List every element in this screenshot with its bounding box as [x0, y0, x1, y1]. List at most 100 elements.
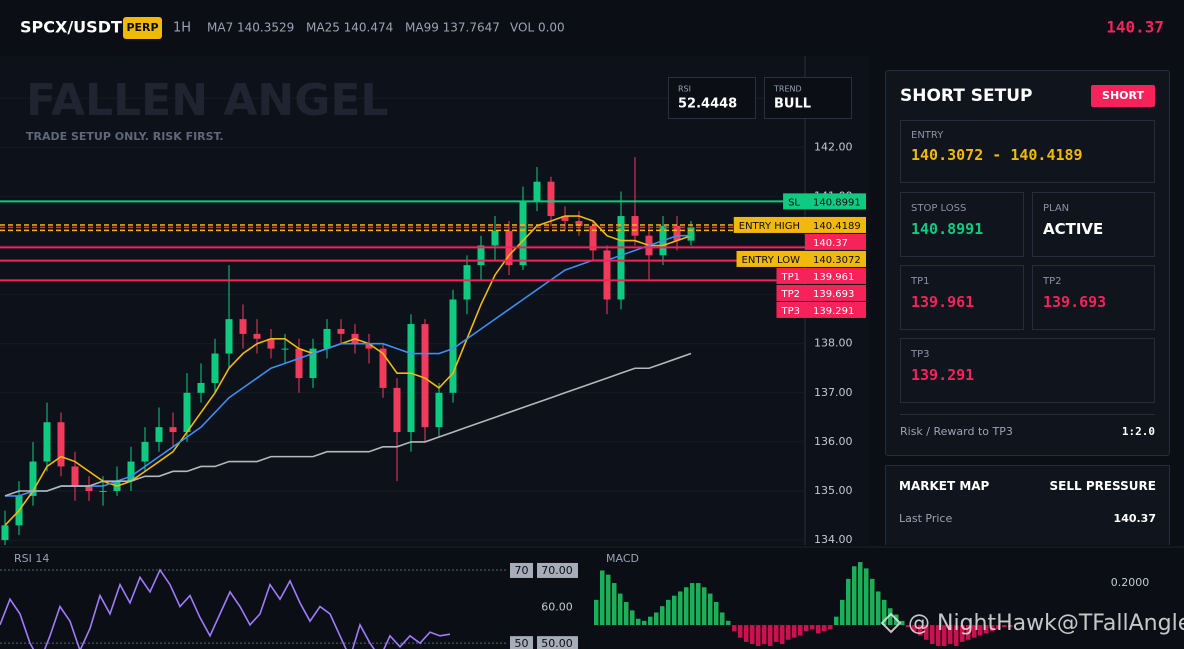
- short-badge: SHORT: [1091, 85, 1155, 107]
- tp1-box: [900, 265, 1024, 330]
- level-value-bg: [805, 250, 866, 267]
- macd-bar: [708, 593, 713, 626]
- macd-bar: [918, 625, 923, 636]
- watermark-group: @ NightHawk@TFallAngle: [880, 611, 1184, 636]
- macd-bar: [702, 587, 707, 626]
- level-name: ENTRY HIGH: [739, 221, 800, 232]
- level-name: ENTRY LOW: [742, 255, 801, 266]
- macd-bar: [774, 625, 779, 642]
- trend-box: [764, 77, 852, 119]
- candle-body: [323, 328, 331, 349]
- rsi-tick-bg: [537, 636, 578, 649]
- candle-body: [141, 441, 149, 462]
- level-value: 140.8991: [813, 197, 861, 208]
- rr-value: 1:2.0: [1121, 425, 1155, 438]
- divider: [900, 414, 1155, 415]
- candle-body: [71, 466, 79, 487]
- tp1-label: TP1: [911, 276, 930, 287]
- candle-body: [421, 324, 429, 428]
- entry-label: ENTRY: [911, 130, 944, 141]
- macd-bar: [930, 625, 935, 644]
- macd-bar: [990, 625, 995, 632]
- macd-bar: [744, 625, 749, 642]
- level-name: TP1: [780, 272, 800, 283]
- rsi-level-label: 70: [515, 564, 529, 577]
- macd-bar: [732, 625, 737, 632]
- level-name: TP3: [780, 306, 800, 317]
- macd-tick-label: 0.2000: [1111, 576, 1150, 589]
- macd-bar: [834, 616, 839, 626]
- moving-average: [4, 215, 692, 526]
- candle-body: [197, 382, 205, 393]
- rsi-line: [0, 568, 451, 649]
- macd-bar: [630, 610, 635, 626]
- tp2-box: [1032, 265, 1155, 330]
- symbol: SPCX/USDT: [20, 18, 122, 37]
- interval[interactable]: 1H: [173, 21, 191, 36]
- moving-average: [4, 352, 692, 497]
- brand: FALLEN ANGEL: [26, 75, 388, 126]
- macd-bar: [642, 620, 647, 626]
- macd-bar: [750, 625, 755, 644]
- macd-bar: [726, 620, 731, 626]
- candle-body: [127, 461, 135, 482]
- y-tick-label: 137.00: [814, 386, 853, 399]
- market-status: SELL PRESSURE: [1049, 479, 1156, 493]
- macd-bar: [906, 625, 911, 628]
- badge-bg: [123, 17, 162, 39]
- candle-body: [519, 201, 527, 266]
- macd-bar: [984, 625, 989, 634]
- candle-body: [589, 225, 597, 251]
- candle-body: [253, 333, 261, 339]
- macd-bar: [960, 625, 965, 642]
- candle-body: [477, 245, 485, 266]
- level-value-bg: [805, 216, 866, 233]
- candle-body: [1, 525, 9, 541]
- macd-bar: [810, 625, 815, 630]
- y-tick-label: 135.00: [814, 484, 853, 497]
- macd-bar: [654, 612, 659, 626]
- macd-bar: [612, 583, 617, 626]
- macd-bar: [1002, 625, 1007, 628]
- macd-bar: [804, 625, 809, 632]
- candle-body: [365, 343, 373, 349]
- candle-body: [57, 422, 65, 467]
- candle-body: [309, 348, 317, 379]
- macd-bar: [858, 562, 863, 626]
- level-name-bg: [776, 284, 805, 301]
- y-tick-label: 138.00: [814, 337, 853, 350]
- stop-box: [900, 192, 1024, 257]
- macd-bar: [1008, 625, 1013, 628]
- macd-bar: [696, 583, 701, 626]
- rsi-tick-label: 70.00: [541, 564, 573, 577]
- candle-body: [337, 328, 345, 334]
- tp1-value: 139.961: [911, 293, 975, 311]
- candle-body: [99, 490, 107, 492]
- macd-bar: [798, 625, 803, 636]
- tp2-value: 139.693: [1043, 293, 1107, 311]
- level-value-bg: [805, 193, 866, 210]
- macd-bar: [972, 625, 977, 638]
- moving-average: [5, 234, 691, 497]
- macd-bar: [660, 606, 665, 626]
- rsi-box: [668, 77, 756, 119]
- candle-body: [393, 387, 401, 433]
- macd-bar: [786, 625, 791, 640]
- macd-bar: [780, 625, 785, 644]
- ma99-readout: MA99 137.7647: [405, 21, 500, 35]
- macd-bar: [888, 608, 893, 626]
- candle-body: [169, 427, 177, 433]
- rsi-title: RSI 14: [14, 552, 49, 565]
- candle-body: [407, 324, 415, 433]
- macd-bar: [864, 568, 869, 626]
- macd-bar: [912, 625, 917, 632]
- trend-label: TREND: [773, 85, 802, 94]
- macd-bar: [870, 578, 875, 626]
- macd-title: MACD: [606, 552, 639, 565]
- candle-body: [575, 220, 583, 226]
- macd-bar: [648, 616, 653, 626]
- macd-bar: [996, 625, 1001, 630]
- macd-bar: [978, 625, 983, 636]
- macd-bar: [624, 601, 629, 626]
- rsi-tick-bg: [537, 562, 578, 578]
